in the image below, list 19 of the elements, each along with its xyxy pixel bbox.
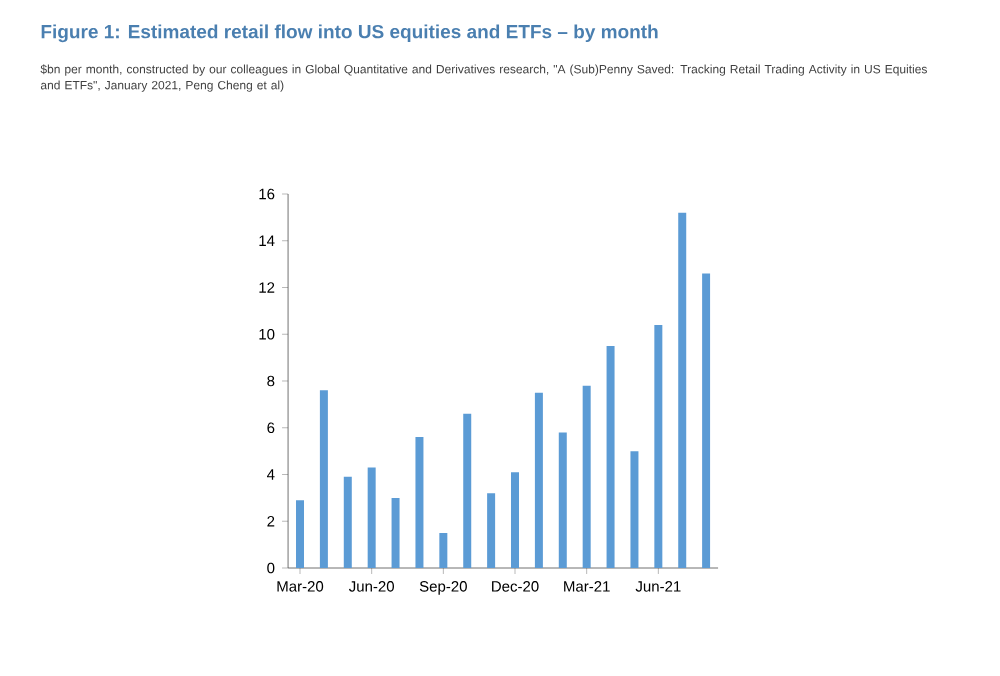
bar [487, 493, 496, 568]
bar [439, 532, 448, 568]
bar [511, 472, 519, 568]
bar [558, 432, 567, 568]
bar [415, 437, 424, 568]
bar [654, 324, 663, 568]
bar [630, 451, 639, 568]
bar [534, 392, 543, 568]
bar [367, 467, 376, 568]
bar [319, 390, 328, 568]
bar [391, 497, 400, 568]
bar [582, 385, 591, 568]
bar [606, 345, 615, 568]
chart-title: Figure 1: Estimated retail flow into US equities and ETFs – by month [41, 24, 658, 43]
bar [678, 212, 687, 568]
bar [463, 413, 472, 568]
bar [296, 500, 305, 568]
bar [702, 273, 711, 568]
bar [343, 476, 352, 568]
